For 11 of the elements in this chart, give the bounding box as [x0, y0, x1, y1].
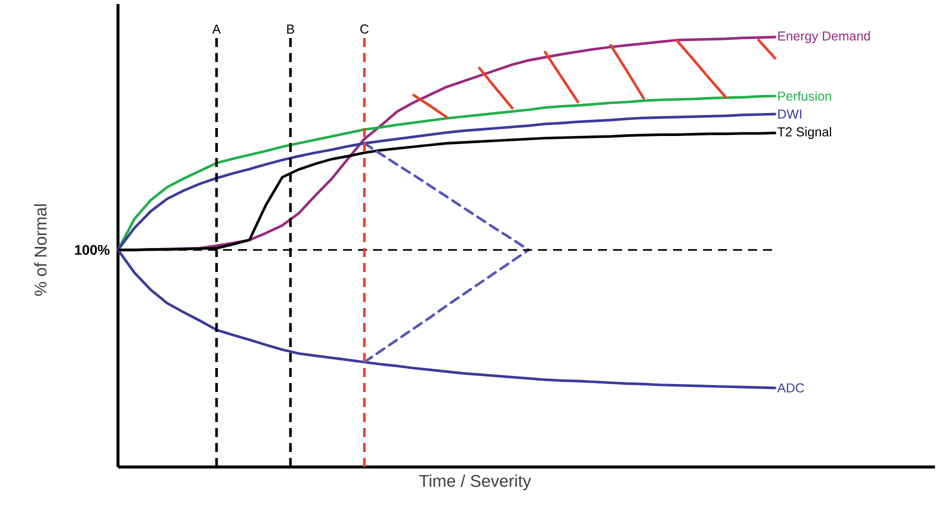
series-label: T2 Signal	[778, 126, 832, 139]
series-label: DWI	[778, 110, 802, 119]
text: A	[212, 24, 221, 34]
series-label: Energy Demand	[778, 31, 870, 44]
text: B	[287, 24, 294, 34]
x-axis-title: Time / Severity	[419, 474, 532, 490]
text: 100%	[75, 244, 110, 255]
text: C	[360, 24, 369, 34]
series-label: ADC	[777, 383, 804, 392]
y-axis-title: % of Normal	[34, 204, 47, 296]
series-label: Perfusion	[778, 91, 832, 101]
